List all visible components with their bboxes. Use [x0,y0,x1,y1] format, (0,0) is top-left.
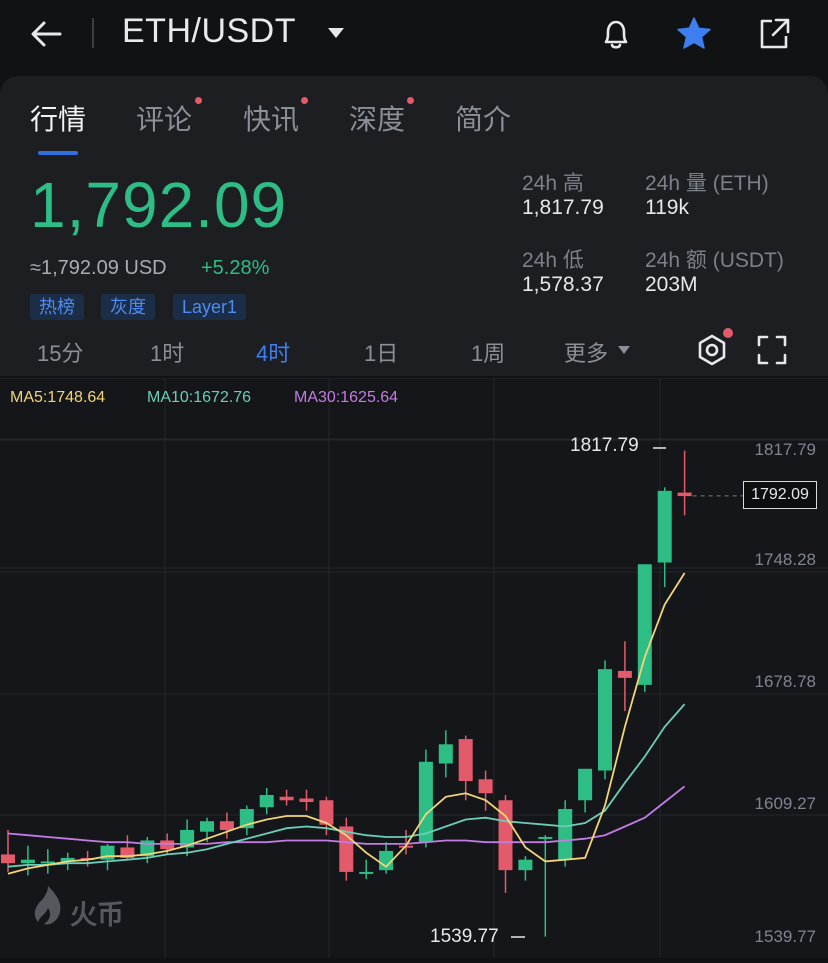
candle-body [200,821,214,832]
low-label: 24h 低 [522,249,584,272]
candle-body [598,669,612,771]
ma30-line [7,785,686,845]
high-label: 24h 高 [522,172,584,195]
tag-layer1[interactable]: Layer1 [173,294,247,320]
top-bar: ETH/USDT [0,0,828,72]
low-value: 1,578.37 [522,273,604,296]
axis-label: 1678.78 [754,672,816,691]
candle-body [319,800,334,825]
usd-equivalent: ≈1,792.09 USD [30,257,167,279]
share-icon[interactable] [754,14,794,54]
ma10-legend: MA10:1672.76 [147,389,252,406]
header-divider [92,18,94,48]
fullscreen-icon[interactable] [756,334,788,366]
bell-icon[interactable] [596,14,636,54]
tag-hot[interactable]: 热榜 [30,294,84,320]
huobi-logo-icon [34,886,61,925]
candle-body [578,768,593,801]
tab-active-indicator [38,151,78,155]
candle-body [20,859,35,864]
ma30-legend: MA30:1625.64 [294,389,399,406]
candle-body [120,847,135,858]
candle-body [160,840,175,850]
tag-grayscale[interactable]: 灰度 [101,294,155,320]
tab-intro[interactable]: 简介 [455,104,512,135]
period-1d[interactable]: 1日 [364,341,399,366]
settings-dot [723,328,733,338]
settings-icon[interactable] [694,332,730,368]
volume-value: 119k [645,196,689,219]
amount-label: 24h 额 (USDT) [645,249,784,272]
axis-label: 1539.77 [754,927,816,946]
ma5-legend: MA5:1748.64 [10,389,106,406]
candle-body [219,821,234,830]
ma5-line [7,572,686,875]
period-15m[interactable]: 15分 [37,341,84,366]
tab-news-dot [301,97,308,104]
period-1w[interactable]: 1周 [471,341,506,366]
candle-body [478,779,493,794]
axis-label: 1748.28 [754,550,816,569]
ma10-line [7,703,686,868]
star-icon[interactable] [674,14,714,54]
candle-body [359,871,374,874]
kline-svg[interactable] [0,377,828,958]
axis-label: 1609.27 [754,794,816,813]
candle-body [458,739,473,782]
tab-comments-dot [195,97,202,104]
back-arrow-icon[interactable] [26,14,66,54]
tab-depth[interactable]: 深度 [349,104,406,135]
candle-body [538,836,553,839]
candle-body [299,798,314,802]
candle-body [657,490,672,563]
last-price: 1,792.09 [30,169,288,241]
amount-value: 203M [645,273,698,296]
current-price-tag: 1792.09 [743,481,817,509]
volume-label: 24h 量 (ETH) [645,172,769,195]
candle-body [677,492,692,497]
candle-body [558,808,573,860]
candle-body [259,795,274,808]
candle-body [40,861,55,864]
chevron-down-icon[interactable] [617,345,631,355]
candle-body [60,857,75,862]
candle-body [498,800,513,871]
candle-body [418,761,433,843]
tab-news[interactable]: 快讯 [243,104,300,135]
tab-depth-dot [407,97,414,104]
low-marker: 1539.77 [430,926,499,947]
chevron-down-icon[interactable] [327,26,345,40]
high-marker: 1817.79 [570,435,639,456]
watermark-text: 火币 [70,900,124,930]
price-change: +5.28% [201,257,270,279]
candle-body [637,564,652,685]
candle-body [1,854,15,864]
pair-title[interactable]: ETH/USDT [122,12,296,50]
period-1h[interactable]: 1时 [150,341,185,366]
high-value: 1,817.79 [522,196,604,219]
candle-body [379,850,394,871]
candle-body [617,670,632,678]
period-4h[interactable]: 4时 [256,341,291,366]
candle-body [279,796,294,801]
period-more[interactable]: 更多 [564,341,609,366]
tab-comments[interactable]: 评论 [136,104,193,135]
kline-chart[interactable] [0,377,828,958]
candle-body [438,744,453,764]
axis-label: 1817.79 [754,440,816,459]
tab-market[interactable]: 行情 [30,104,87,135]
candle-body [518,859,533,871]
market-card [0,76,828,376]
